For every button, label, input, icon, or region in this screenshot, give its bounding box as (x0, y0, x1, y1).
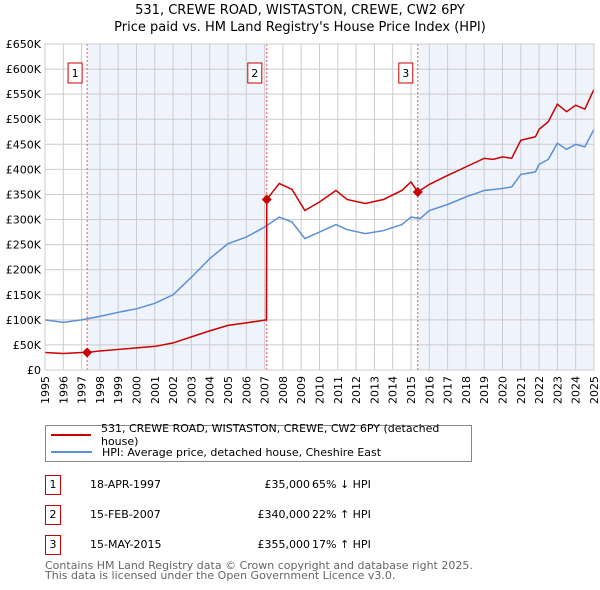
legend-label-hpi: HPI: Average price, detached house, Ches… (102, 445, 382, 459)
sale-row: 2 15-FEB-2007 £340,000 22% ↑ HPI (45, 505, 445, 525)
shaded-period (87, 44, 267, 370)
y-tick-label: £450K (6, 138, 42, 151)
x-tick-label: 2012 (350, 376, 363, 404)
sale-date: 18-APR-1997 (90, 478, 162, 491)
sale-point (261, 194, 272, 205)
sale-price: £340,000 (257, 508, 311, 521)
chart-subtitle: Price paid vs. HM Land Registry's House … (114, 20, 486, 35)
x-tick-label: 2022 (533, 376, 546, 404)
sale-marker-box (398, 62, 414, 84)
x-tick-label: 2009 (295, 376, 308, 404)
y-tick-label: £300K (6, 214, 42, 227)
y-tick-label: £350K (6, 188, 42, 201)
sale-price: £35,000 (264, 478, 311, 491)
x-tick-label: 1999 (112, 376, 125, 404)
y-tick-label: £400K (6, 163, 42, 176)
shaded-period (417, 44, 594, 370)
legend-swatch-hpi (51, 451, 92, 453)
y-tick-label: £550K (6, 88, 42, 101)
x-tick-label: 1995 (39, 376, 52, 404)
hpi-line (44, 128, 595, 324)
x-tick-label: 2007 (259, 376, 272, 404)
x-tick-label: 2019 (478, 376, 491, 404)
x-tick-label: 2018 (460, 376, 473, 404)
x-tick-label: 2002 (167, 376, 180, 404)
footer-line: Contains HM Land Registry data © Crown c… (45, 559, 473, 572)
x-tick-label: 2010 (314, 376, 327, 404)
y-tick-label: £50K (13, 339, 42, 352)
sale-marker-label: 1 (45, 475, 61, 495)
legend-swatch-property (51, 434, 91, 436)
x-tick-label: 2025 (588, 376, 600, 404)
x-tick-label: 1998 (94, 376, 107, 404)
sale-marker-label: 3 (45, 535, 61, 555)
sale-marker-label: 1 (72, 67, 79, 80)
x-tick-label: 1996 (57, 376, 70, 404)
footer: Contains HM Land Registry data © Crown c… (45, 559, 473, 582)
sale-hpi: 17% ↑ HPI (312, 538, 371, 551)
x-tick-label: 2013 (368, 376, 381, 404)
x-tick-label: 2011 (332, 376, 345, 404)
y-tick-label: £500K (6, 113, 42, 126)
price-paid-line (44, 88, 595, 355)
x-tick-label: 2001 (149, 376, 162, 404)
x-tick-label: 2004 (204, 376, 217, 404)
sale-marker-label: 3 (402, 67, 409, 80)
legend-label-property: 531, CREWE ROAD, WISTASTON, CREWE, CW2 6… (100, 422, 440, 448)
plot-border (44, 43, 595, 371)
x-tick-label: 2014 (387, 376, 400, 404)
sale-hpi: 65% ↓ HPI (312, 478, 371, 491)
y-tick-label: £650K (6, 38, 42, 51)
x-tick-label: 1997 (76, 376, 89, 404)
sale-date: 15-MAY-2015 (90, 538, 162, 551)
y-tick-label: £200K (6, 264, 42, 277)
x-tick-label: 2008 (277, 376, 290, 404)
x-tick-label: 2003 (185, 376, 198, 404)
y-tick-label: £0 (27, 364, 41, 377)
sale-point (412, 186, 423, 197)
x-tick-label: 2016 (423, 376, 436, 404)
x-tick-label: 2021 (515, 376, 528, 404)
sale-marker-label: 2 (251, 67, 258, 80)
y-tick-label: £250K (6, 239, 42, 252)
sale-price: £355,000 (257, 538, 311, 551)
y-tick-label: £150K (6, 289, 42, 302)
x-tick-label: 2017 (442, 376, 455, 404)
sale-marker-box (247, 62, 263, 84)
plot-area: 1995 1996 1997 1998 1999 2000 2001 2002 2003 2004… (6, 38, 600, 404)
x-tick-label: 2015 (405, 376, 418, 404)
x-tick-label: 2023 (551, 376, 564, 404)
sale-row: 3 15-MAY-2015 £355,000 17% ↑ HPI (45, 535, 445, 555)
sale-marker-label: 2 (45, 505, 61, 525)
sale-date: 15-FEB-2007 (90, 508, 161, 521)
y-tick-label: £600K (6, 63, 42, 76)
sale-marker-box (67, 62, 83, 84)
chart-title: 531, CREWE ROAD, WISTASTON, CREWE, CW2 6… (135, 3, 465, 18)
footer-line: This data is licensed under the Open Gov… (45, 569, 396, 582)
x-tick-label: 2005 (222, 376, 235, 404)
x-tick-label: 2020 (497, 376, 510, 404)
x-tick-label: 2006 (240, 376, 253, 404)
y-tick-label: £100K (6, 314, 42, 327)
legend: 531, CREWE ROAD, WISTASTON, CREWE, CW2 6… (45, 422, 472, 462)
x-tick-label: 2024 (570, 376, 583, 404)
x-tick-label: 2000 (131, 376, 144, 404)
sale-hpi: 22% ↑ HPI (312, 508, 371, 521)
sale-row: 1 18-APR-1997 £35,000 65% ↓ HPI (45, 475, 445, 495)
sale-point (82, 347, 93, 358)
